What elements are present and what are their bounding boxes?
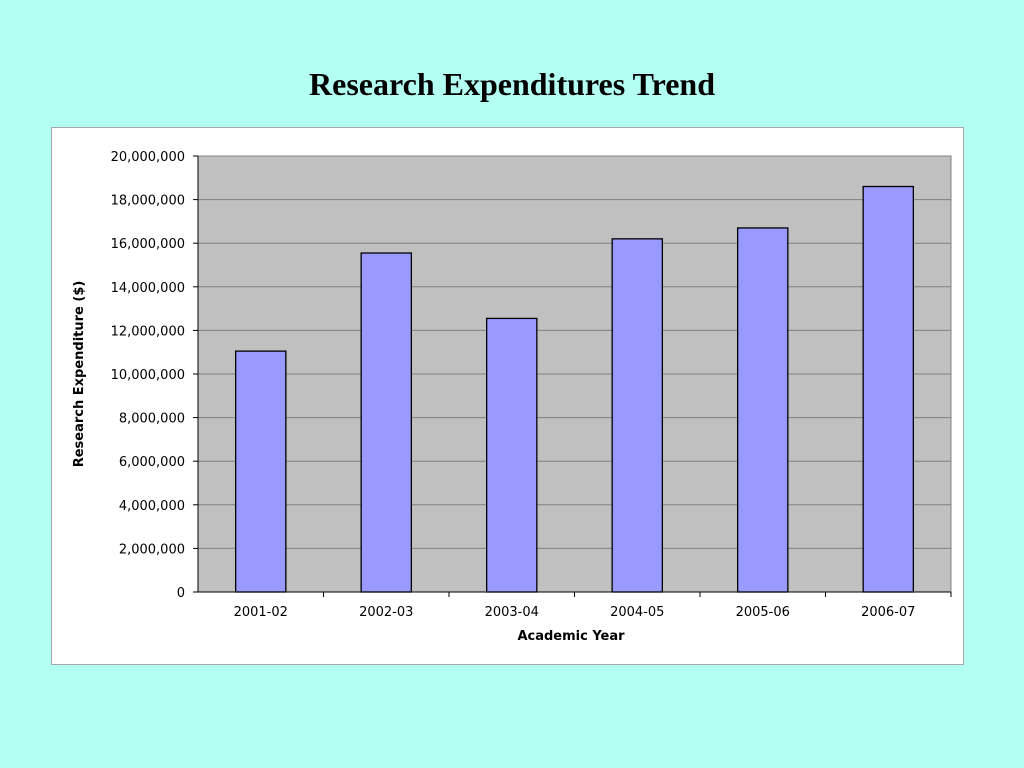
y-tick-label: 12,000,000 xyxy=(111,324,185,339)
bar-2001-02 xyxy=(234,350,287,593)
x-tick-label: 2005-06 xyxy=(736,605,790,620)
slide-title: Research Expenditures Trend xyxy=(309,66,715,102)
y-axis-title: Research Expenditure ($) xyxy=(72,281,87,468)
y-tick-label: 10,000,000 xyxy=(111,368,185,383)
x-tick-label: 2002-03 xyxy=(359,605,413,620)
y-tick-label: 0 xyxy=(177,586,185,601)
x-axis-tick-labels: 2001-02 2002-03 2003-04 2004-05 2005-06 2006-… xyxy=(234,592,952,620)
bar-2006-07 xyxy=(862,185,915,593)
chart-frame: 0 2,000,000 4,000,000 6,000,000 8,000,000 10,… xyxy=(51,127,964,665)
y-tick-label: 4,000,000 xyxy=(119,499,185,514)
y-tick-label: 14,000,000 xyxy=(111,281,185,296)
x-axis-title: Academic Year xyxy=(517,629,625,644)
x-tick-label: 2004-05 xyxy=(610,605,664,620)
gridlines xyxy=(198,199,951,549)
bar-2003-04 xyxy=(485,317,538,593)
x-tick-label: 2003-04 xyxy=(485,605,539,620)
bar-2004-05 xyxy=(611,238,664,593)
y-tick-label: 18,000,000 xyxy=(111,194,185,209)
y-tick-label: 6,000,000 xyxy=(119,455,185,470)
bar-2005-06 xyxy=(737,227,789,593)
y-tick-label: 16,000,000 xyxy=(111,237,185,252)
x-tick-label: 2001-02 xyxy=(234,605,288,620)
bar-2002-03 xyxy=(360,252,412,593)
y-tick-label: 20,000,000 xyxy=(111,150,185,165)
bar-chart: 0 2,000,000 4,000,000 6,000,000 8,000,000 10,… xyxy=(72,150,952,644)
y-axis-tick-labels: 0 2,000,000 4,000,000 6,000,000 8,000,000 10,… xyxy=(111,150,198,601)
y-tick-label: 8,000,000 xyxy=(119,412,185,427)
y-tick-label: 2,000,000 xyxy=(119,542,185,557)
bars xyxy=(234,185,915,593)
x-tick-label: 2006-07 xyxy=(861,605,915,620)
